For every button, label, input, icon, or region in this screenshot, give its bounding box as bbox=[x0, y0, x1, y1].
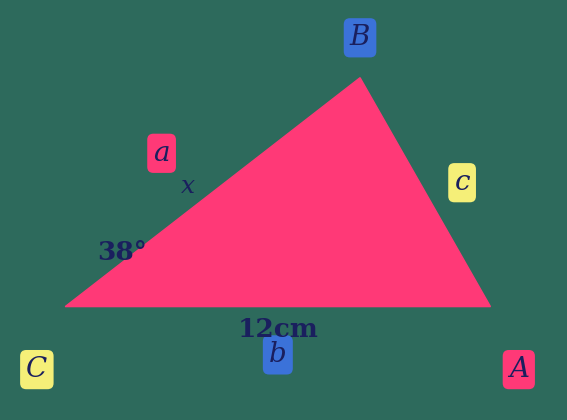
Text: b: b bbox=[269, 341, 287, 368]
Text: a: a bbox=[153, 140, 170, 167]
Text: 12cm: 12cm bbox=[238, 317, 318, 342]
Text: A: A bbox=[509, 356, 529, 383]
Text: C: C bbox=[26, 356, 48, 383]
Polygon shape bbox=[65, 78, 490, 307]
Text: c: c bbox=[454, 169, 470, 196]
Text: x: x bbox=[181, 176, 195, 198]
Text: 38°: 38° bbox=[97, 239, 147, 265]
Text: B: B bbox=[350, 24, 370, 51]
